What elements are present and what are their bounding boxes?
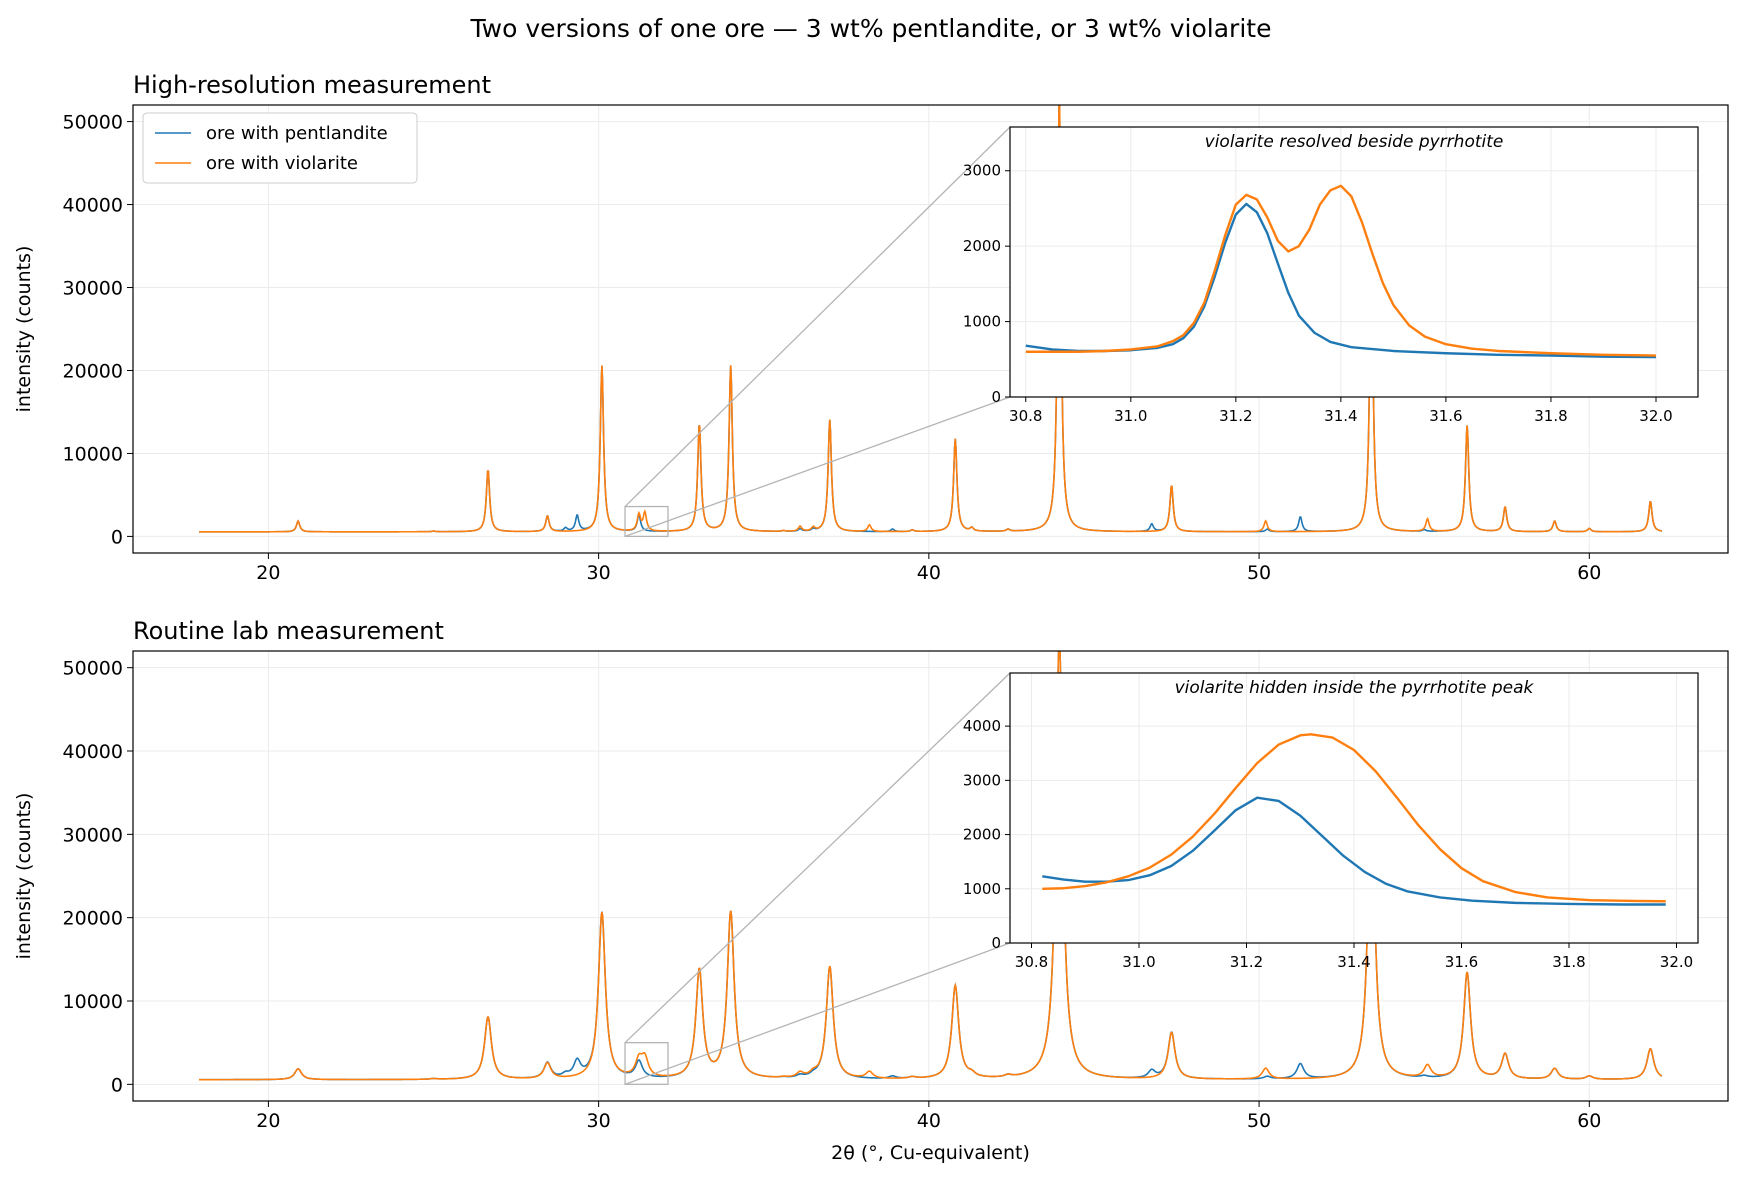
inset-x-tick-label: 32.0 <box>1639 407 1672 425</box>
inset-line-violarite <box>1025 184 1656 357</box>
x-tick-label: 60 <box>1577 1110 1601 1132</box>
panel-title: High-resolution measurement <box>133 71 491 99</box>
inset-x-tick-label: 31.8 <box>1534 407 1567 425</box>
inset-background <box>1010 127 1698 397</box>
y-tick-label: 40000 <box>63 741 123 763</box>
figure-title: Two versions of one ore — 3 wt% pentland… <box>470 14 1272 43</box>
inset-y-tick-label: 1000 <box>963 313 1001 331</box>
inset-x-tick-label: 30.8 <box>1009 407 1042 425</box>
inset-frame <box>1009 126 1699 398</box>
y-tick-label: 50000 <box>63 112 123 134</box>
inset-y-tick-label: 3000 <box>963 771 1001 789</box>
inset-title: violarite resolved beside pyrrhotite <box>1205 132 1504 152</box>
plot-frame <box>132 650 1729 1102</box>
series-line-violarite <box>199 105 1663 533</box>
inset-x-tick-label: 31.8 <box>1552 953 1585 971</box>
inset-x-tick-label: 31.6 <box>1429 407 1462 425</box>
zoom-connector <box>624 126 1011 508</box>
inset-x-tick-label: 31.2 <box>1230 953 1263 971</box>
inset-chart: 30.8 31.0 31.2 31.4 31.6 31.8 32.0 0 1000 2000 300… <box>963 126 1699 425</box>
x-tick-label: 30 <box>587 1110 611 1132</box>
inset-title: violarite hidden inside the pyrrhotite p… <box>1175 678 1535 698</box>
legend: ore with pentlandite ore with violarite <box>142 112 418 184</box>
legend-box <box>142 112 418 184</box>
inset-x-tick-label: 31.4 <box>1324 407 1357 425</box>
y-tick-label: 0 <box>111 1074 123 1096</box>
x-tick-label: 20 <box>256 1110 280 1132</box>
y-axis-label: intensity (counts) <box>13 793 35 960</box>
x-axis-label: 2θ (°, Cu-equivalent) <box>831 1142 1030 1164</box>
inset-y-tick-label: 2000 <box>963 826 1001 844</box>
inset-y-tick-label: 0 <box>991 388 1001 406</box>
x-tick-label: 50 <box>1247 1110 1271 1132</box>
y-axis-label: intensity (counts) <box>13 246 35 413</box>
y-tick-label: 20000 <box>63 908 123 930</box>
zoom-connector <box>624 396 1011 538</box>
panel-high-resolution: High-resolution measurement 20 30 40 50 60 0 10… <box>13 71 1729 584</box>
zoom-connector <box>624 942 1011 1085</box>
plot-frame <box>132 104 1729 554</box>
inset-y-tick-label: 0 <box>991 934 1001 952</box>
inset-y-tick-label: 4000 <box>963 717 1001 735</box>
y-tick-label: 50000 <box>63 658 123 680</box>
y-tick-label: 0 <box>111 526 123 548</box>
panel-title: Routine lab measurement <box>133 617 444 645</box>
inset-y-tick-label: 1000 <box>963 880 1001 898</box>
x-tick-label: 60 <box>1577 562 1601 584</box>
inset-x-tick-label: 31.6 <box>1445 953 1478 971</box>
zoom-region-box <box>624 1042 669 1085</box>
y-tick-label: 10000 <box>63 443 123 465</box>
inset-x-tick-label: 32.0 <box>1660 953 1693 971</box>
inset-line-pentlandite <box>1042 796 1666 906</box>
series-line-violarite <box>199 651 1663 1081</box>
zoom-connector <box>624 672 1011 1044</box>
x-tick-label: 50 <box>1247 562 1271 584</box>
inset-x-tick-label: 31.4 <box>1337 953 1370 971</box>
inset-chart: 30.8 31.0 31.2 31.4 31.6 31.8 32.0 0 1000 2000 300… <box>963 672 1699 971</box>
inset-x-tick-label: 31.2 <box>1219 407 1252 425</box>
legend-entry: ore with violarite <box>206 153 358 174</box>
y-tick-label: 30000 <box>63 278 123 300</box>
y-tick-label: 20000 <box>63 360 123 382</box>
inset-x-tick-label: 31.0 <box>1122 953 1155 971</box>
legend-entry: ore with pentlandite <box>206 123 388 144</box>
y-tick-label: 30000 <box>63 824 123 846</box>
x-tick-label: 40 <box>917 562 941 584</box>
x-tick-label: 40 <box>917 1110 941 1132</box>
y-tick-label: 10000 <box>63 991 123 1013</box>
inset-x-tick-label: 31.0 <box>1114 407 1147 425</box>
inset-line-violarite <box>1042 733 1666 903</box>
inset-y-tick-label: 2000 <box>963 237 1001 255</box>
inset-x-tick-label: 30.8 <box>1015 953 1048 971</box>
inset-y-tick-label: 3000 <box>963 162 1001 180</box>
x-tick-label: 20 <box>256 562 280 584</box>
x-tick-label: 30 <box>587 562 611 584</box>
y-tick-label: 40000 <box>63 195 123 217</box>
